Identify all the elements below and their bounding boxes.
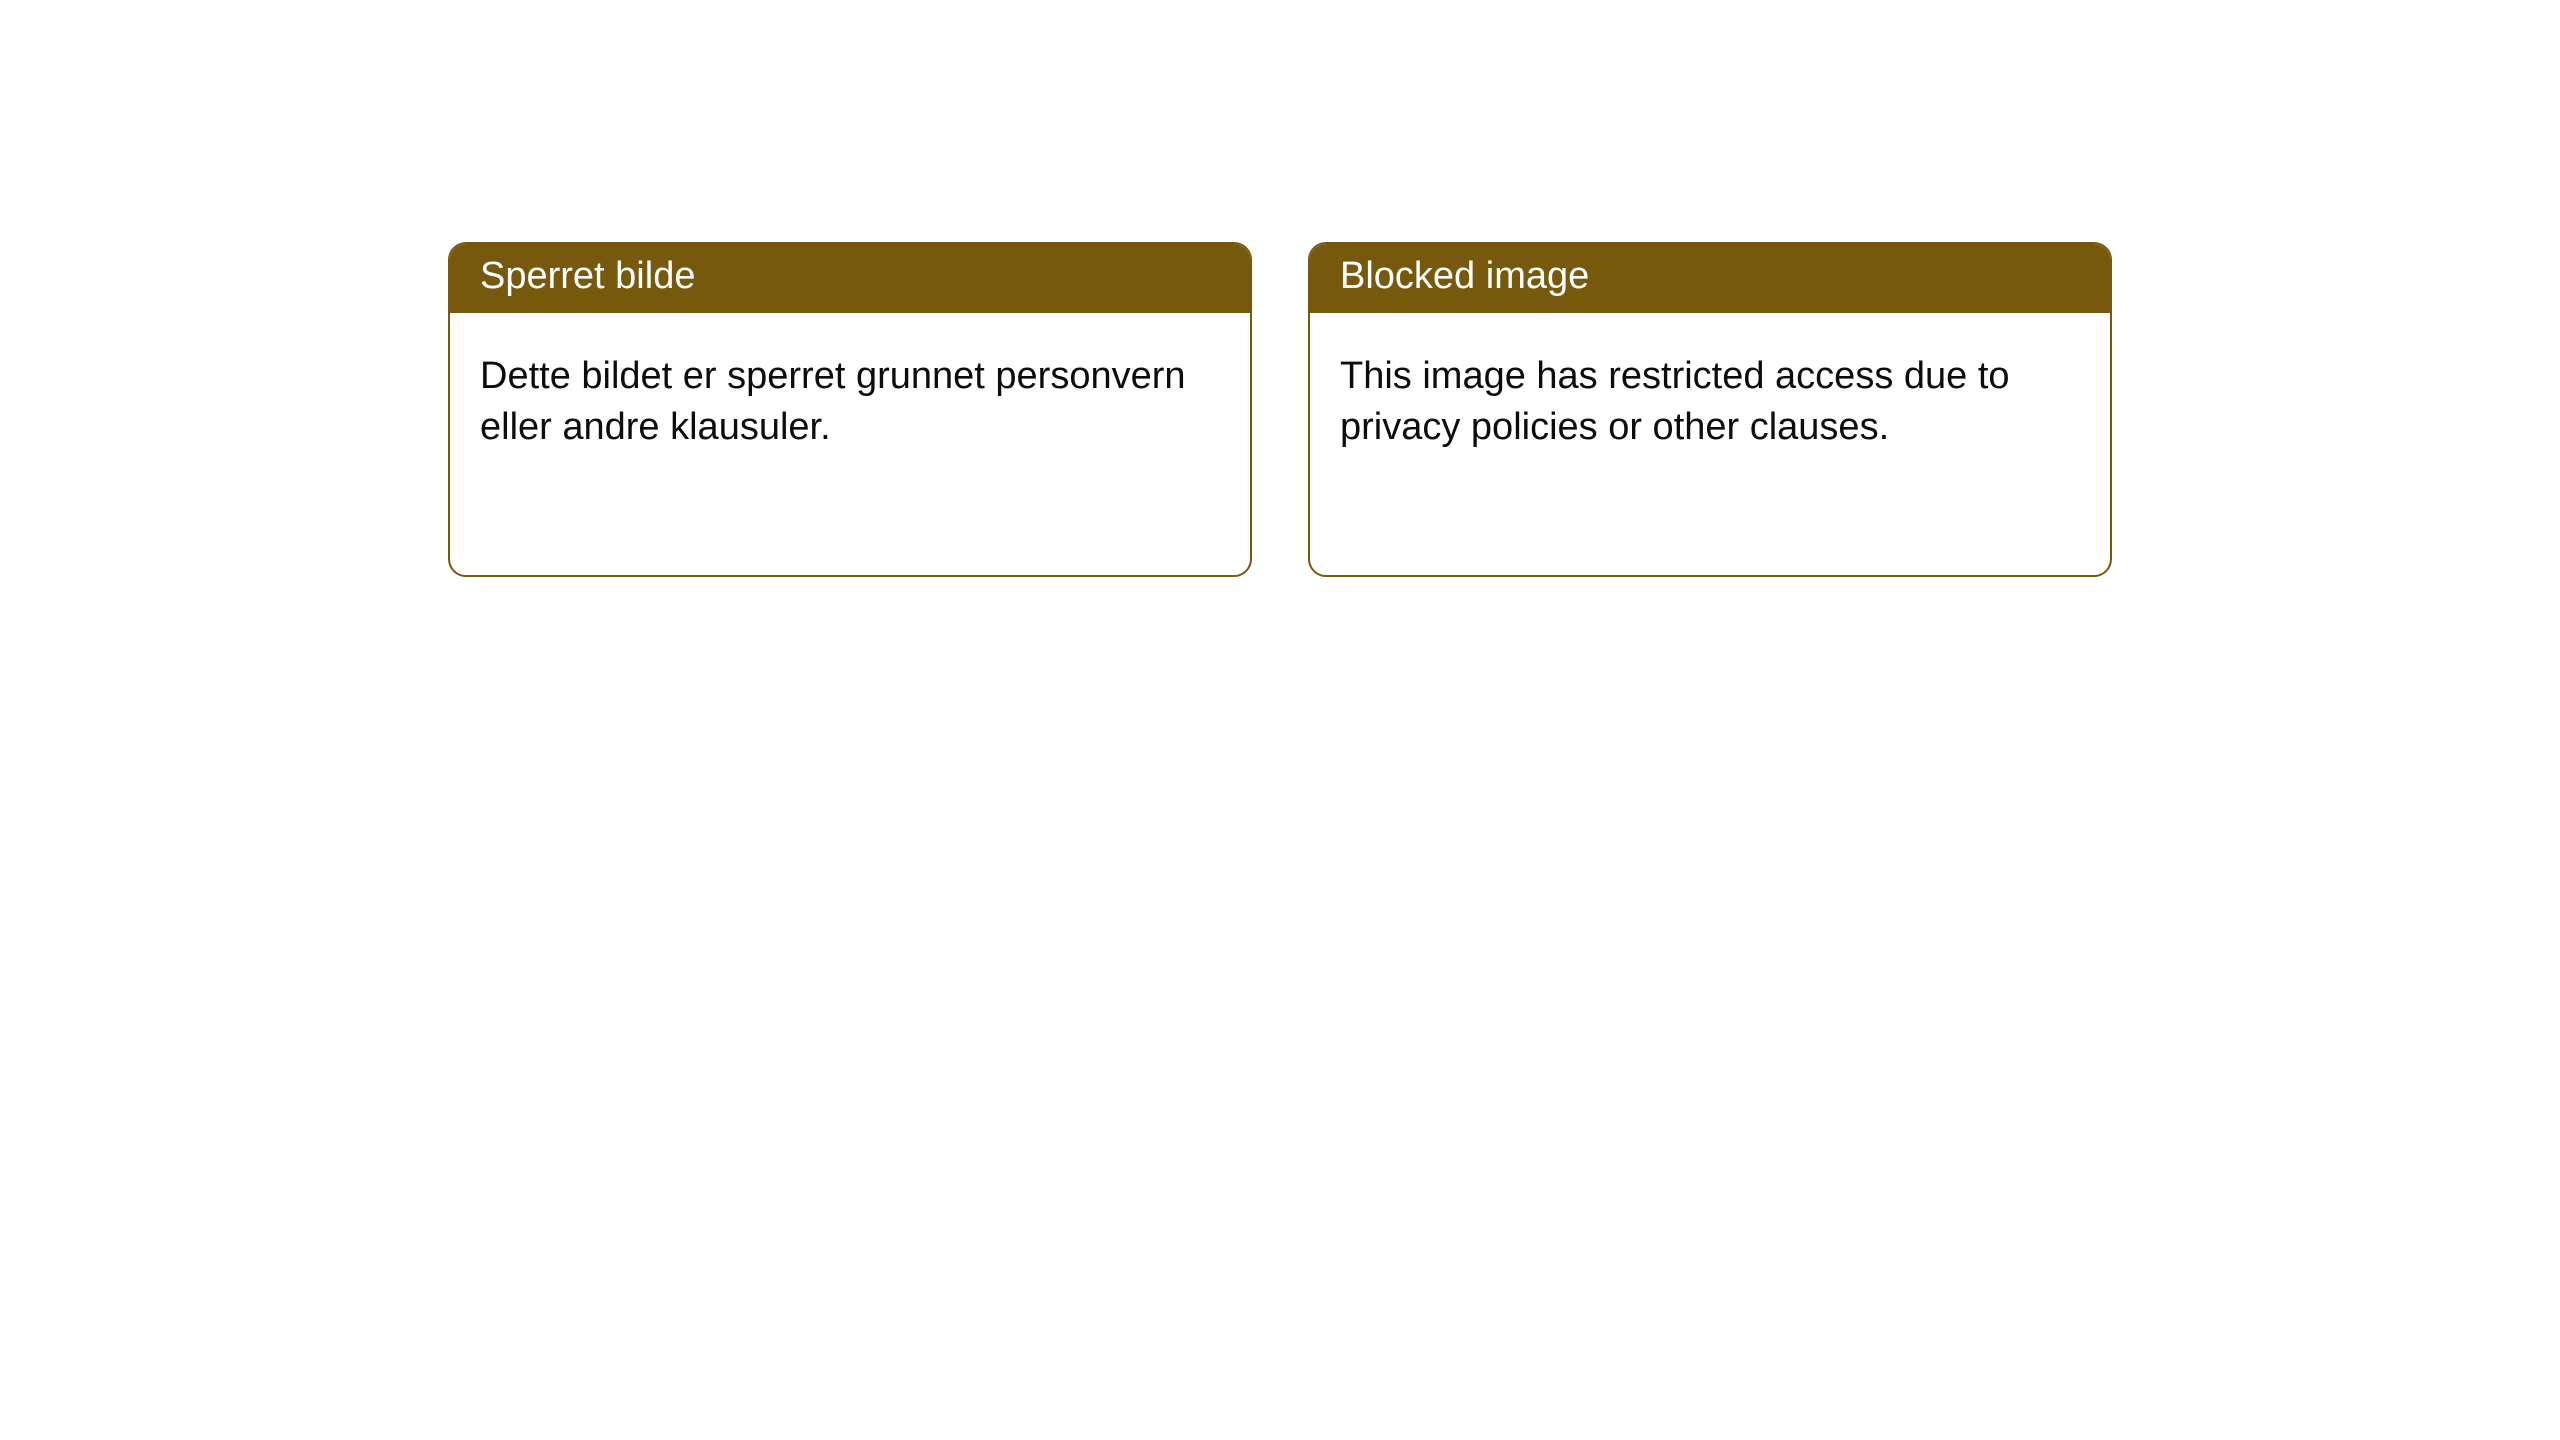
notice-card-norwegian: Sperret bilde Dette bildet er sperret gr… <box>448 242 1252 577</box>
notice-body: Dette bildet er sperret grunnet personve… <box>450 313 1250 482</box>
notice-title: Sperret bilde <box>450 244 1250 313</box>
notice-container: Sperret bilde Dette bildet er sperret gr… <box>0 0 2560 577</box>
notice-card-english: Blocked image This image has restricted … <box>1308 242 2112 577</box>
notice-title: Blocked image <box>1310 244 2110 313</box>
notice-body: This image has restricted access due to … <box>1310 313 2110 482</box>
